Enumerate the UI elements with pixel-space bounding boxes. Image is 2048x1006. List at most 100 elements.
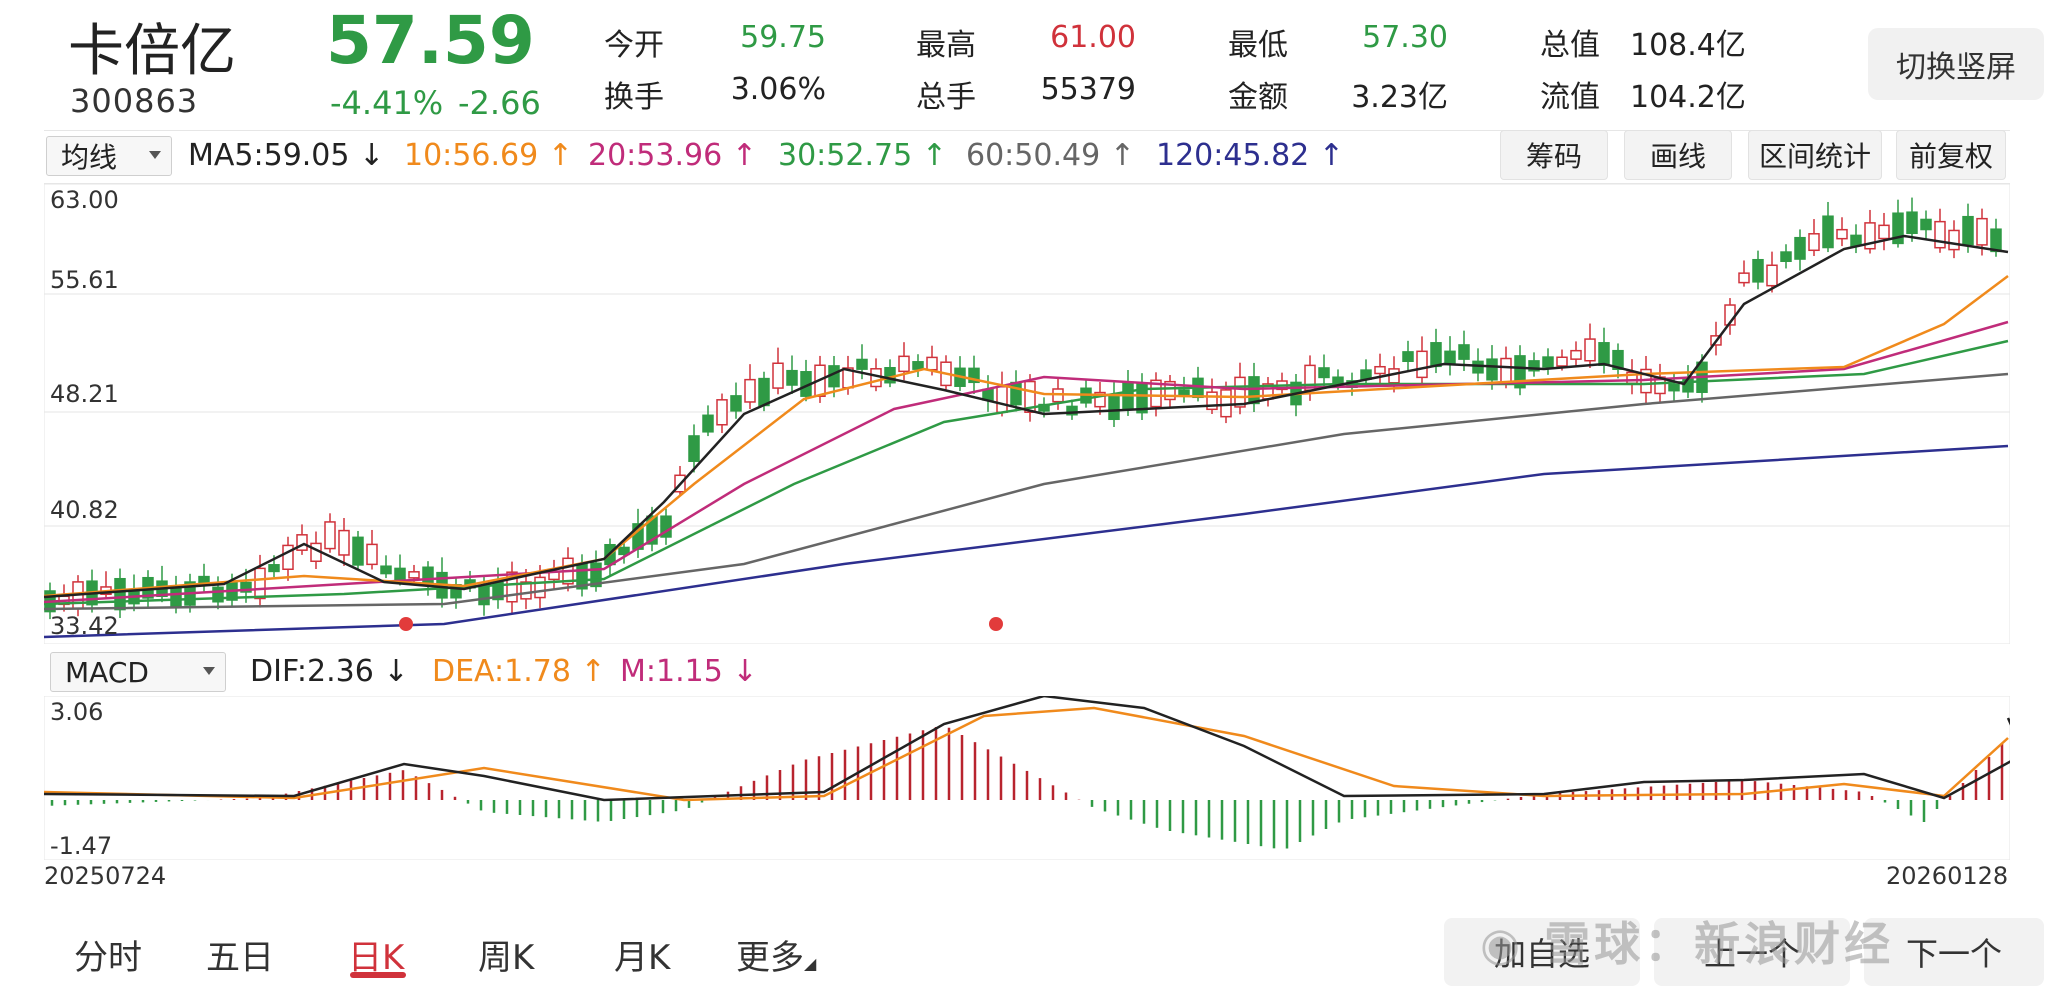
next-stock-button[interactable]: 下一个	[1864, 918, 2044, 986]
candle-body	[996, 386, 1008, 414]
candle-body	[1234, 376, 1246, 408]
candle-body	[1402, 351, 1414, 363]
ma60-value: 60:50.49 ↑	[966, 138, 1135, 173]
candle-body	[898, 355, 910, 373]
tab-five-day[interactable]: 五日	[206, 938, 274, 978]
ma10-line	[44, 275, 2009, 598]
macd-histogram	[50, 727, 2004, 849]
ma30-value: 30:52.75 ↑	[778, 138, 947, 173]
tab-weekly-k[interactable]: 周K	[478, 938, 535, 978]
candle-body	[1458, 344, 1470, 360]
dropdown-arrow-icon	[149, 151, 161, 159]
tab-intraday[interactable]: 分时	[74, 938, 142, 978]
quote-value-high: 61.00	[1050, 20, 1136, 55]
candle-body	[702, 414, 714, 433]
macd-dea-line	[44, 706, 2009, 802]
candle-body	[366, 543, 378, 566]
candle-body	[1934, 220, 1946, 249]
candle-body	[1514, 355, 1526, 389]
ma60-line	[44, 372, 2009, 611]
quote-label-float-value: 流值	[1540, 80, 1600, 115]
candle-body	[478, 586, 490, 606]
candle-body	[1738, 272, 1750, 284]
candle-body	[1136, 383, 1148, 414]
candle-body	[1066, 405, 1078, 416]
range-stats-button[interactable]: 区间统计	[1748, 130, 1882, 180]
end-date: 20260128	[1886, 862, 2009, 890]
candle-body	[1444, 350, 1456, 365]
candle-body	[296, 534, 308, 551]
candle-body	[1920, 218, 1932, 231]
candle-body	[1668, 383, 1680, 392]
chips-button[interactable]: 筹码	[1500, 130, 1608, 180]
quote-value-amount: 3.23亿	[1351, 80, 1448, 115]
candle-body	[1500, 357, 1512, 385]
quote-label-amount: 金额	[1228, 80, 1288, 115]
candle-body	[324, 521, 336, 550]
quote-value-total-value: 108.4亿	[1630, 28, 1746, 63]
candle-body	[688, 435, 700, 462]
quote-label-low: 最低	[1228, 28, 1288, 63]
candle-body	[1332, 376, 1344, 385]
change-amount: -2.66	[458, 84, 541, 122]
candle-body	[1948, 229, 1960, 251]
quote-value-open: 59.75	[740, 20, 826, 55]
tab-daily-k[interactable]: 日K	[348, 938, 405, 978]
candle-body	[1906, 211, 1918, 235]
active-tab-indicator	[350, 972, 406, 978]
ma20-line	[44, 320, 2009, 604]
kline-chart[interactable]	[44, 184, 2010, 644]
candle-body	[1108, 395, 1120, 421]
candle-body	[1836, 228, 1848, 240]
signal-dot	[399, 617, 413, 631]
quote-label-total-value: 总值	[1540, 28, 1600, 63]
add-watchlist-button[interactable]: 加自选	[1444, 918, 1640, 986]
quote-label-high: 最高	[916, 28, 976, 63]
switch-portrait-button[interactable]: 切换竖屏	[1868, 28, 2044, 100]
stock-price: 57.59	[326, 2, 535, 79]
candle-body	[1976, 217, 1988, 246]
candle-body	[520, 581, 532, 600]
kline-axis-label: 55.61	[50, 266, 119, 294]
candle-body	[772, 362, 784, 389]
candle-body	[352, 536, 364, 566]
candle-body	[758, 377, 770, 407]
macd-indicator-select[interactable]: MACD	[50, 652, 226, 692]
corner-triangle-icon: ◢	[804, 954, 817, 973]
candle-body	[1318, 367, 1330, 379]
ma-indicator-select[interactable]: 均线	[46, 136, 172, 176]
quote-label-volume: 总手	[916, 80, 976, 115]
quote-label-open: 今开	[604, 28, 664, 63]
kline-axis-label: 40.82	[50, 496, 119, 524]
candle-body	[394, 567, 406, 582]
forward-adjust-button[interactable]: 前复权	[1896, 130, 2006, 180]
candle-body	[982, 388, 994, 401]
candle-body	[1598, 342, 1610, 366]
macd-dea-value: DEA:1.78 ↑	[432, 654, 606, 689]
candle-body	[1584, 338, 1596, 362]
candle-body	[1794, 236, 1806, 260]
quote-value-float-value: 104.2亿	[1630, 80, 1746, 115]
tab-monthly-k[interactable]: 月K	[614, 938, 671, 978]
macd-m-value: M:1.15 ↓	[620, 654, 758, 689]
candle-body	[646, 515, 658, 545]
candle-body	[380, 565, 392, 575]
candle-body	[926, 356, 938, 371]
candle-body	[716, 399, 728, 426]
candle-body	[1430, 342, 1442, 368]
candle-body	[1010, 381, 1022, 406]
draw-line-button[interactable]: 画线	[1624, 130, 1732, 180]
ma-indicator-select-label: 均线	[61, 141, 118, 174]
candle-body	[744, 378, 756, 403]
previous-stock-button[interactable]: 上一个	[1654, 918, 1850, 986]
start-date: 20250724	[44, 862, 167, 890]
tab-more[interactable]: 更多◢	[736, 930, 816, 979]
macd-chart[interactable]	[44, 696, 2010, 860]
candle-body	[1486, 358, 1498, 381]
macd-dif-value: DIF:2.36 ↓	[250, 654, 409, 689]
quote-value-volume: 55379	[1040, 72, 1136, 107]
candle-body	[660, 515, 672, 538]
snowball-logo-icon: ◉	[1480, 917, 1525, 971]
ma5-value: MA5:59.05 ↓	[188, 138, 385, 173]
candle-body	[1248, 376, 1260, 405]
